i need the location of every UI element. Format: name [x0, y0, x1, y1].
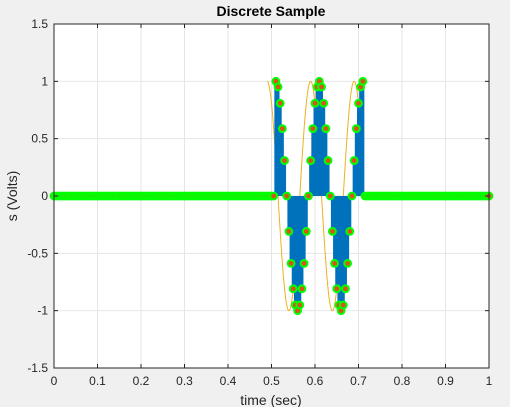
sample-marker	[288, 284, 298, 294]
x-tick-label: 1	[486, 374, 493, 388]
y-tick-label: 0	[41, 189, 48, 203]
x-axis-label: time (sec)	[240, 392, 301, 407]
y-tick-label: 1	[41, 74, 48, 88]
sample-marker	[304, 191, 313, 201]
sample-marker	[297, 284, 307, 294]
sample-marker	[275, 98, 285, 108]
x-tick-label: 0.8	[394, 374, 411, 388]
x-tick-label: 0	[51, 374, 58, 388]
sample-marker	[284, 227, 294, 236]
sample-marker	[321, 124, 331, 134]
sample-marker	[328, 227, 337, 236]
sample-marker	[351, 124, 361, 134]
sample-marker	[273, 82, 283, 92]
x-tick-label: 0.2	[133, 374, 150, 388]
sample-marker	[310, 98, 320, 108]
x-tick-label: 0.5	[263, 374, 280, 388]
sample-marker	[319, 98, 329, 108]
sample-marker	[277, 124, 287, 134]
y-axis-label: s (Volts)	[4, 171, 20, 222]
sample-marker	[354, 98, 363, 108]
plot-area	[49, 76, 494, 316]
x-tick-label: 0.1	[89, 374, 106, 388]
y-tick-label: -1.5	[27, 361, 48, 375]
sample-marker	[325, 191, 335, 201]
sample-marker	[280, 156, 289, 165]
x-tick-label: 0.4	[220, 374, 237, 388]
sample-marker	[269, 191, 279, 201]
sample-marker	[299, 258, 309, 268]
y-tick-label: -0.5	[27, 246, 48, 260]
x-tick-label: 0.3	[176, 374, 193, 388]
x-tick-label: 0.7	[350, 374, 367, 388]
sample-marker	[358, 76, 368, 86]
sample-marker	[330, 258, 339, 268]
chart-title: Discrete Sample	[217, 3, 326, 19]
sample-marker	[282, 191, 292, 201]
sample-marker	[308, 124, 318, 134]
x-tick-label: 0.9	[437, 374, 454, 388]
y-tick-label: 1.5	[31, 17, 48, 31]
sample-marker	[295, 300, 305, 310]
sample-marker	[323, 156, 333, 165]
sample-marker	[306, 156, 316, 165]
tick-labels: 0 0.1 0.2 0.3 0.4 0.5 0.6 0.7 0.8 0.9 1 1.5 1 0.5 0 -0.…	[27, 17, 492, 388]
y-tick-label: 0.5	[31, 132, 48, 146]
sample-marker	[345, 227, 355, 236]
sample-marker	[286, 258, 296, 268]
sample-marker	[317, 82, 326, 92]
sample-marker	[341, 284, 350, 294]
sample-marker	[349, 156, 359, 165]
sample-marker	[347, 191, 357, 201]
sample-marker	[332, 284, 342, 294]
y-tick-label: -1	[37, 304, 48, 318]
sample-marker	[343, 258, 353, 268]
x-tick-label: 0.6	[307, 374, 324, 388]
sample-marker	[338, 300, 348, 310]
sample-marker	[301, 227, 311, 236]
ticks	[53, 23, 490, 369]
